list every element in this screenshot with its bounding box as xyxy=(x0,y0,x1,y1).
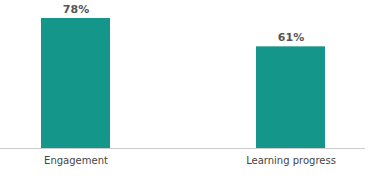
svg-text:78%: 78% xyxy=(63,3,89,16)
svg-text:61%: 61% xyxy=(278,31,304,44)
svg-text:Learning progress: Learning progress xyxy=(246,155,336,166)
svg-text:Engagement: Engagement xyxy=(44,155,108,166)
